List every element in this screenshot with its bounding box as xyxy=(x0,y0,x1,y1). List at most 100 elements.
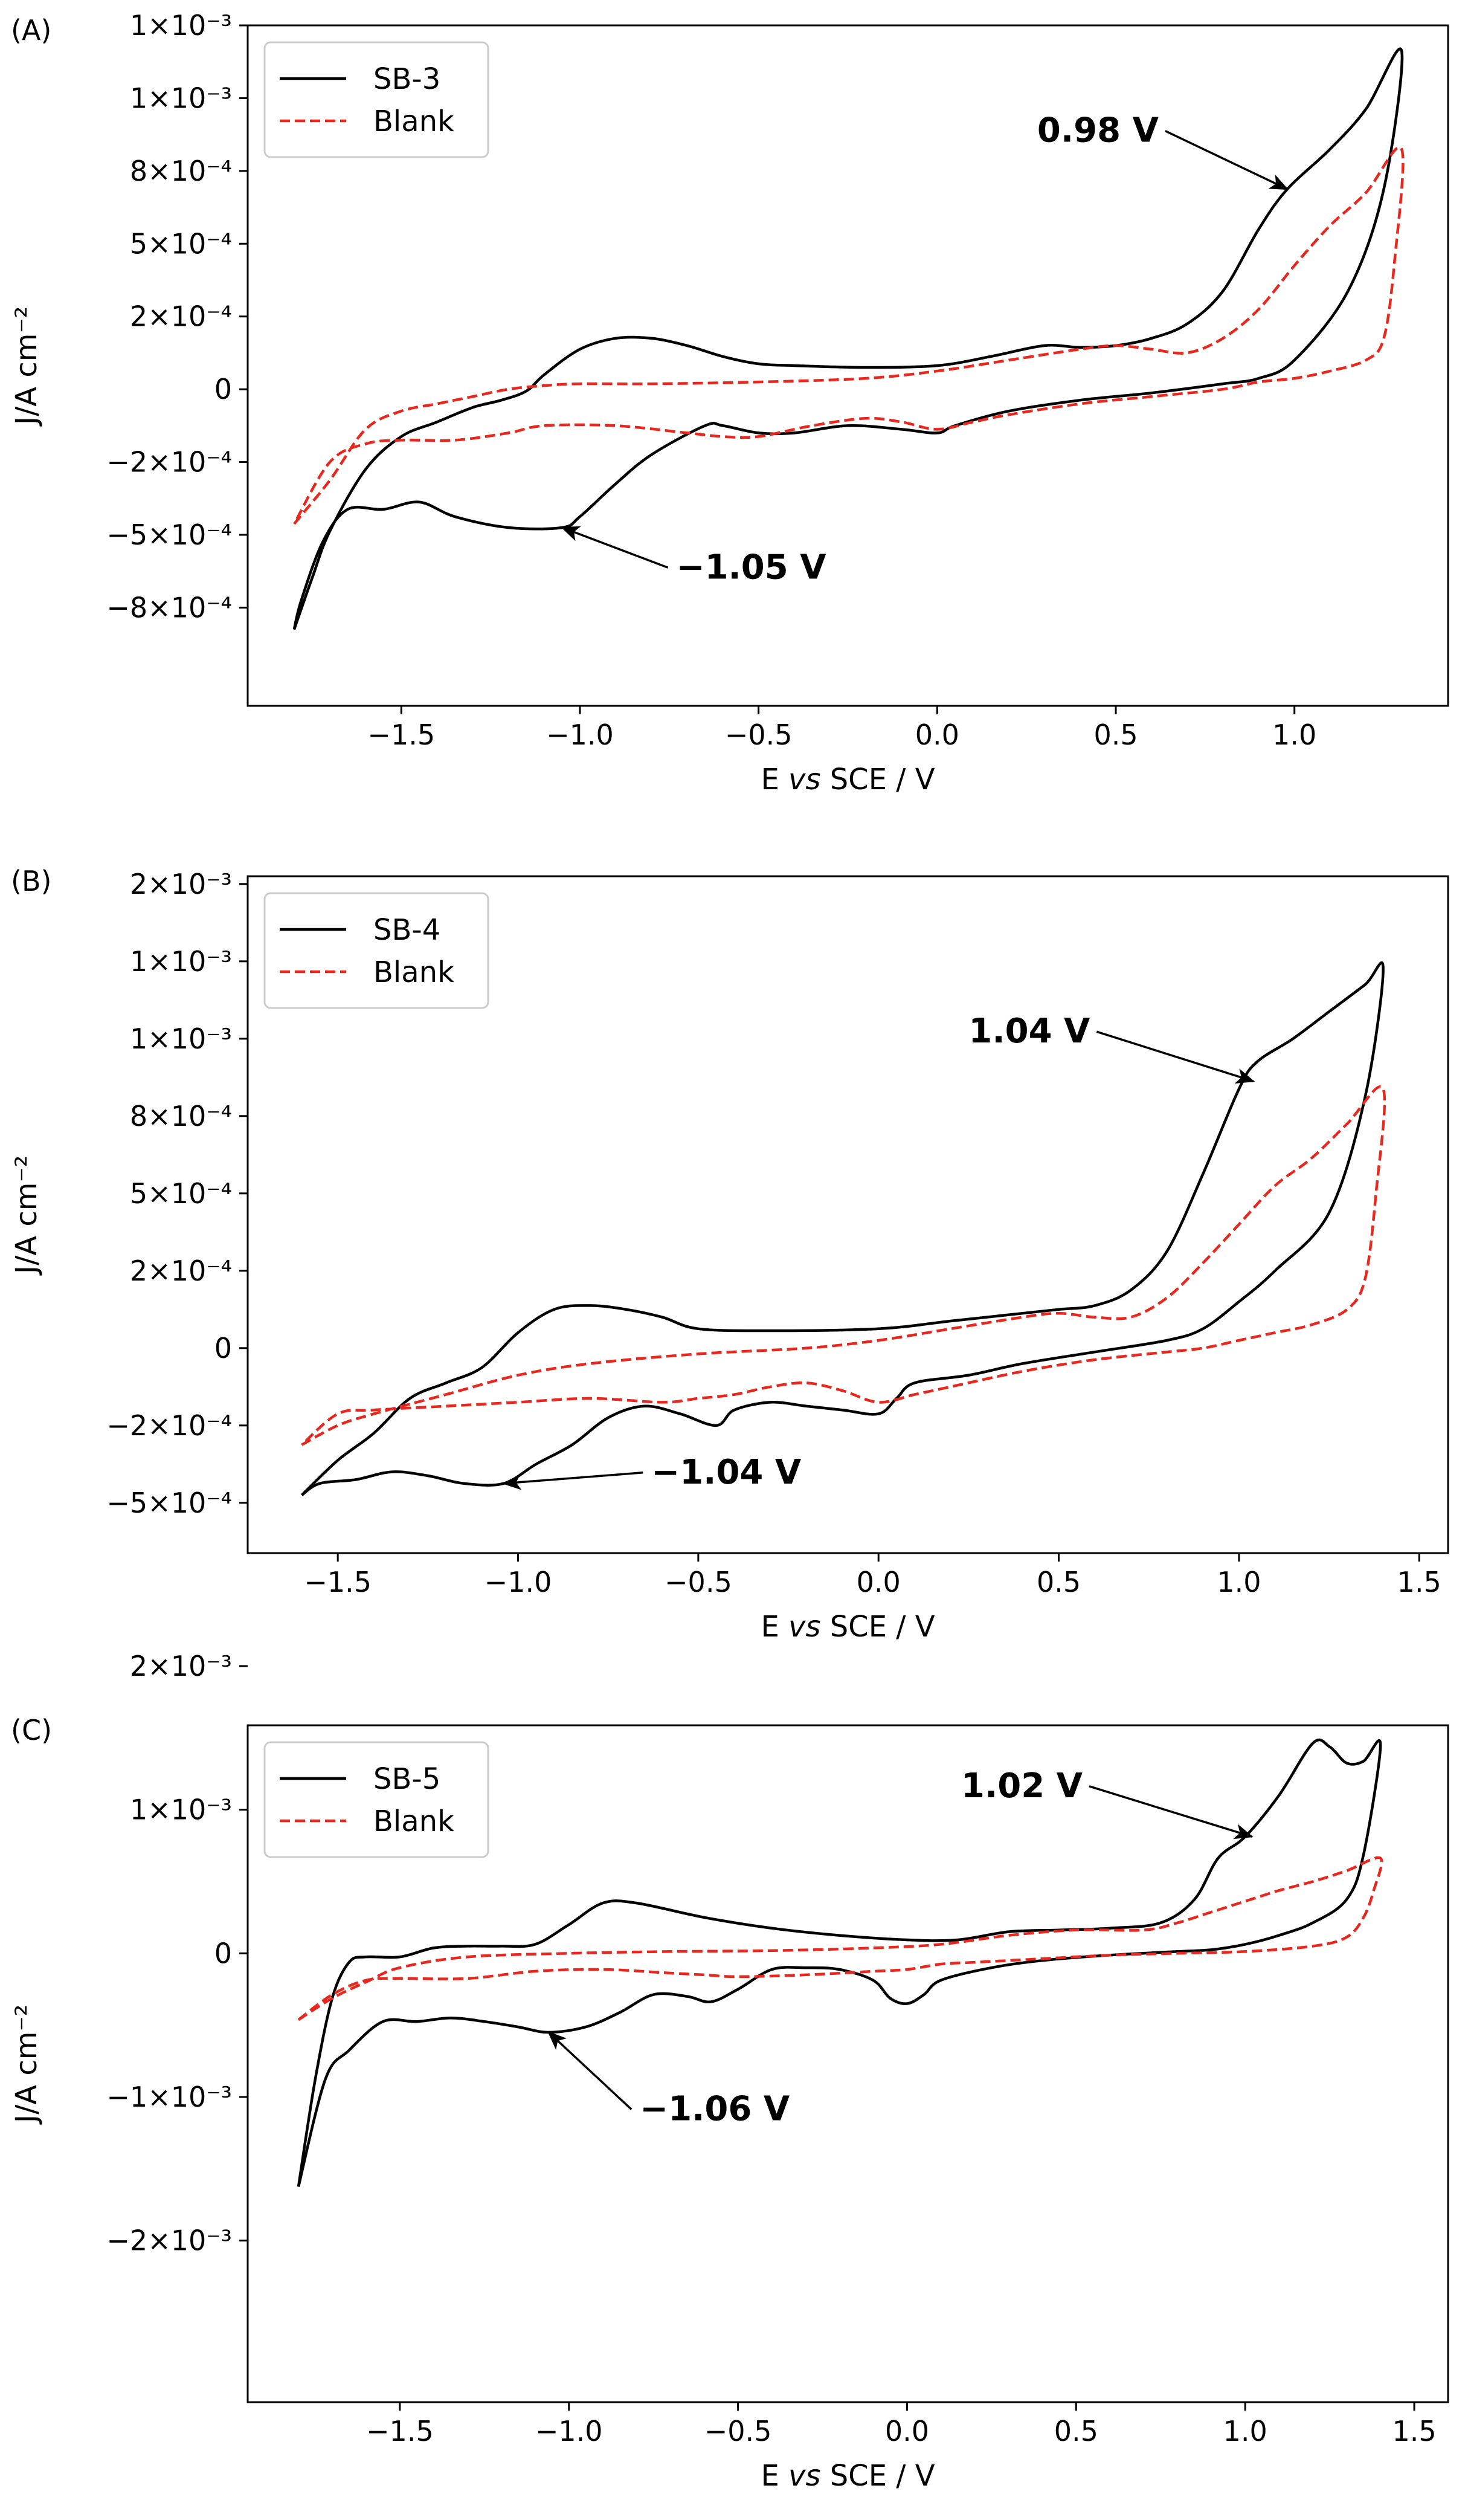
y-tick-label: −8×10⁻⁴ xyxy=(106,591,232,624)
y-tick-label: −5×10⁻⁴ xyxy=(106,519,232,551)
x-axis-label-part: E xyxy=(761,1610,788,1644)
series-line-sb-5 xyxy=(297,1738,1382,2188)
x-axis-label-part: E xyxy=(761,763,788,796)
x-axis-label-part: SCE / V xyxy=(820,2459,935,2493)
x-tick-label: 0.0 xyxy=(885,2415,929,2447)
legend-label: Blank xyxy=(373,955,454,989)
y-tick-label: −2×10⁻⁴ xyxy=(106,1409,232,1442)
annotation-label: 1.04 V xyxy=(968,1012,1090,1051)
legend-box xyxy=(263,41,489,158)
x-axis-label-part: E xyxy=(761,2459,788,2493)
annotation-arrow xyxy=(1089,1785,1254,1840)
x-tick-label: 0.5 xyxy=(1037,1566,1081,1598)
plot-frame xyxy=(246,1724,1449,2403)
series-line-blank xyxy=(292,146,1405,525)
x-tick-label: 1.0 xyxy=(1217,1566,1261,1598)
y-axis-label: J/A cm⁻² xyxy=(10,306,43,427)
x-tick-label: −1.0 xyxy=(546,719,614,751)
annotation-label: 0.98 V xyxy=(1037,111,1159,150)
y-axis-label: J/A cm⁻² xyxy=(10,1155,43,1276)
y-tick-label: 2×10⁻⁴ xyxy=(130,1255,232,1287)
y-tick-label: 1×10⁻³ xyxy=(130,945,232,978)
series-group xyxy=(300,961,1386,1496)
x-axis-label-part: vs xyxy=(788,763,820,796)
y-tick-label: 1×10⁻³ xyxy=(130,9,232,42)
legend: SB-5 Blank xyxy=(263,1741,489,1858)
y-tick-label: 1×10⁻³ xyxy=(130,1794,232,1826)
y-tick-label: 2×10⁻⁴ xyxy=(130,300,232,333)
y-tick-label: −5×10⁻⁴ xyxy=(106,1487,232,1519)
y-tick-label: 1×10⁻³ xyxy=(130,1023,232,1055)
x-tick-label: 1.0 xyxy=(1272,719,1316,751)
x-tick-label: −1.5 xyxy=(367,719,435,751)
panel-label: (C) xyxy=(11,1714,52,1746)
legend: SB-4 Blank xyxy=(263,892,489,1009)
y-tick-label: 2×10⁻³ xyxy=(130,868,232,900)
annotation-label: −1.05 V xyxy=(677,548,827,587)
x-axis-label-part: vs xyxy=(788,2459,820,2493)
x-tick-label: 1.5 xyxy=(1392,2415,1436,2447)
x-axis-label: E vs SCE / V xyxy=(761,2459,935,2493)
legend-box xyxy=(263,1741,489,1858)
y-tick-label: 0 xyxy=(214,1937,232,1969)
plot-frame xyxy=(246,24,1449,707)
y-axis-label: J/A cm⁻² xyxy=(10,2005,43,2125)
legend-box xyxy=(263,892,489,1009)
x-tick-label: −0.5 xyxy=(725,719,793,751)
plot-frame xyxy=(246,875,1449,1554)
legend-label: Blank xyxy=(373,105,454,138)
x-axis-label: E vs SCE / V xyxy=(761,763,935,796)
panel-label: (A) xyxy=(11,14,51,47)
legend-label: SB-4 xyxy=(373,913,440,947)
y-tick-label: 0 xyxy=(214,1332,232,1365)
x-tick-label: −0.5 xyxy=(704,2415,772,2447)
x-tick-label: −1.5 xyxy=(304,1566,372,1598)
x-axis-label-part: SCE / V xyxy=(820,1610,935,1644)
legend-label: SB-3 xyxy=(373,62,440,96)
series-line-blank xyxy=(297,1856,1383,2021)
y-tick-label: 5×10⁻⁴ xyxy=(130,1177,232,1210)
x-axis-label-part: SCE / V xyxy=(820,763,935,796)
x-tick-label: 1.5 xyxy=(1397,1566,1441,1598)
y-tick-label: 1×10⁻³ xyxy=(130,82,232,114)
legend-label: SB-5 xyxy=(373,1762,440,1796)
y-tick-label: 0 xyxy=(214,373,232,405)
annotation-arrow xyxy=(502,1472,643,1490)
series-line-sb-4 xyxy=(300,961,1385,1496)
panel-label: (B) xyxy=(11,865,51,897)
annotation-arrow xyxy=(547,2031,633,2110)
x-tick-label: 0.5 xyxy=(1093,719,1138,751)
y-tick-label: 8×10⁻⁴ xyxy=(130,1100,232,1132)
annotation-arrow xyxy=(560,526,669,569)
legend-label: Blank xyxy=(373,1804,454,1838)
annotation-label: −1.04 V xyxy=(651,1453,802,1492)
x-axis-label: E vs SCE / V xyxy=(761,1610,935,1644)
y-tick-label: 2×10⁻³ xyxy=(130,1650,232,1682)
series-group xyxy=(292,47,1405,630)
series-line-sb-3 xyxy=(292,47,1404,630)
x-tick-label: 0.5 xyxy=(1054,2415,1098,2447)
y-tick-label: −2×10⁻⁴ xyxy=(106,446,232,479)
x-tick-label: 1.0 xyxy=(1223,2415,1267,2447)
series-line-blank xyxy=(301,1085,1386,1446)
x-tick-label: 0.0 xyxy=(915,719,959,751)
annotation-arrow xyxy=(1096,1030,1255,1084)
x-axis-label-part: vs xyxy=(788,1610,820,1644)
series-group xyxy=(297,1738,1383,2188)
chart-panel-2: (B) −1.5 −1.0 −0.5 0.0 0.5 1.0 1.5 −5×10⁻⁴ −2×10⁻… xyxy=(10,865,1449,1644)
y-tick-label: 8×10⁻⁴ xyxy=(130,155,232,187)
chart-panel-1: (A) −1.5 −1.0 −0.5 0.0 0.5 1.0 −8×10⁻⁴ −5×10⁻⁴ −2… xyxy=(10,9,1449,796)
y-tick-label: −2×10⁻³ xyxy=(106,2224,232,2257)
x-tick-label: −1.5 xyxy=(366,2415,434,2447)
x-tick-label: −0.5 xyxy=(665,1566,732,1598)
annotation-label: −1.06 V xyxy=(640,2090,790,2129)
legend: SB-3 Blank xyxy=(263,41,489,158)
chart-panel-3: (C) −1.5 −1.0 −0.5 0.0 0.5 1.0 1.5 −2×10⁻³ −1×10⁻… xyxy=(10,1650,1449,2493)
x-tick-label: −1.0 xyxy=(485,1566,552,1598)
y-tick-label: −1×10⁻³ xyxy=(106,2081,232,2113)
x-tick-label: 0.0 xyxy=(857,1566,901,1598)
y-tick-label: 5×10⁻⁴ xyxy=(130,227,232,260)
x-tick-label: −1.0 xyxy=(535,2415,603,2447)
annotation-arrow xyxy=(1165,130,1289,190)
